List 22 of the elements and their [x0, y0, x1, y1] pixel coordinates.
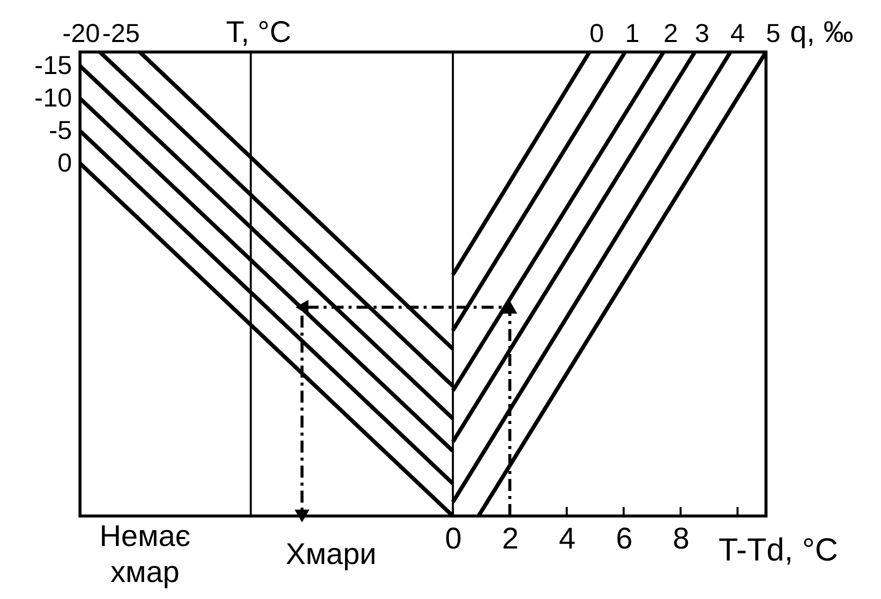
x-tick-label: 4	[558, 522, 576, 556]
text: q, ‰	[790, 16, 854, 49]
series-label: 0	[58, 147, 72, 178]
x-axis-title: T-Td, °C	[718, 532, 838, 568]
x-tick-label: 8	[672, 522, 690, 556]
series-label: 2	[664, 18, 678, 48]
series-label: -10	[34, 82, 72, 112]
series-label: -20	[62, 18, 100, 48]
series-label: -5	[48, 114, 72, 145]
text: Немає хмар	[100, 520, 190, 589]
series-label: 3	[694, 18, 710, 48]
series-label: -15	[34, 50, 72, 80]
series-label: 1	[625, 18, 640, 48]
x-tick-label: 6	[616, 522, 633, 556]
series-label: -25	[102, 18, 140, 48]
series-label: 4	[730, 18, 745, 48]
series-label: 5	[766, 18, 780, 48]
x-tick-label: 0	[445, 522, 462, 556]
text: T, °C	[226, 16, 292, 49]
text: Хмари	[286, 538, 376, 571]
series-label: 0	[590, 18, 604, 48]
x-tick-label: 2	[502, 522, 519, 556]
